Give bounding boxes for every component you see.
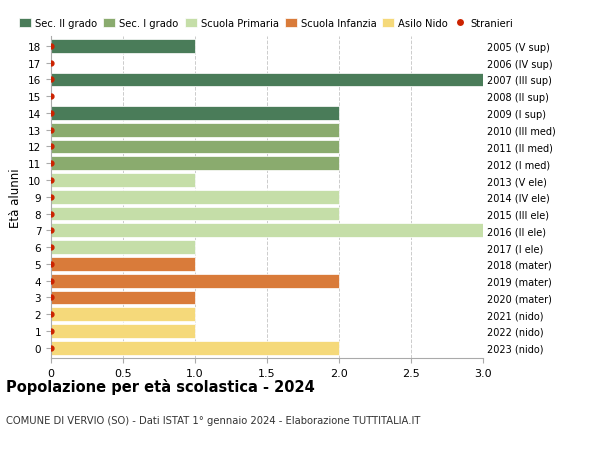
Bar xyxy=(51,341,339,355)
Bar xyxy=(51,207,339,221)
Bar xyxy=(51,157,339,171)
Bar xyxy=(51,107,339,121)
Bar xyxy=(51,257,195,271)
Legend: Sec. II grado, Sec. I grado, Scuola Primaria, Scuola Infanzia, Asilo Nido, Stran: Sec. II grado, Sec. I grado, Scuola Prim… xyxy=(19,18,513,28)
Bar xyxy=(51,241,195,254)
Bar xyxy=(51,174,195,187)
Bar xyxy=(51,73,483,87)
Bar xyxy=(51,274,339,288)
Bar xyxy=(51,325,195,338)
Bar xyxy=(51,140,339,154)
Bar xyxy=(51,308,195,321)
Text: COMUNE DI VERVIO (SO) - Dati ISTAT 1° gennaio 2024 - Elaborazione TUTTITALIA.IT: COMUNE DI VERVIO (SO) - Dati ISTAT 1° ge… xyxy=(6,415,421,425)
Bar xyxy=(51,224,483,238)
Y-axis label: Età alunni: Età alunni xyxy=(10,168,22,227)
Text: Popolazione per età scolastica - 2024: Popolazione per età scolastica - 2024 xyxy=(6,379,315,395)
Bar xyxy=(51,190,339,204)
Bar xyxy=(51,291,195,305)
Bar xyxy=(51,40,195,54)
Bar xyxy=(51,123,339,137)
